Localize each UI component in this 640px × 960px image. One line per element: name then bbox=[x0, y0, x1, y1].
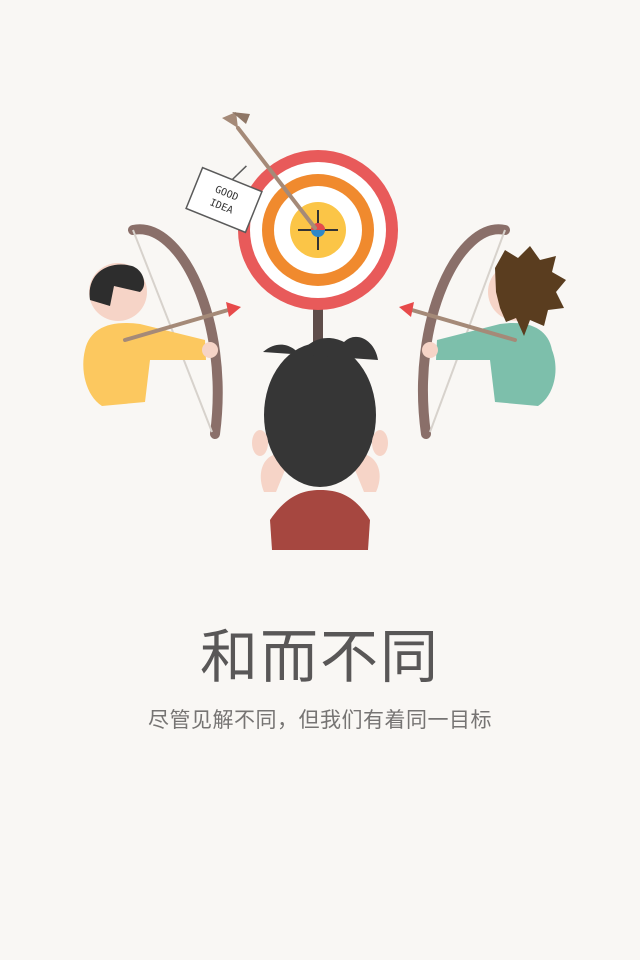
right-bow-icon bbox=[417, 224, 510, 439]
archery-illustration: GOOD IDEA bbox=[83, 112, 566, 550]
target-icon bbox=[238, 150, 398, 310]
page-subtitle: 尽管见解不同，但我们有着同一目标 bbox=[148, 708, 492, 732]
right-archer bbox=[399, 224, 566, 439]
good-idea-sign: GOOD IDEA bbox=[185, 165, 263, 234]
page-title: 和而不同 bbox=[199, 623, 440, 691]
arrow-icon bbox=[222, 112, 317, 230]
center-person bbox=[252, 336, 388, 550]
right-arrow bbox=[403, 306, 517, 342]
left-bow-icon bbox=[128, 224, 223, 439]
left-archer bbox=[83, 224, 241, 439]
left-arrow bbox=[123, 306, 237, 342]
